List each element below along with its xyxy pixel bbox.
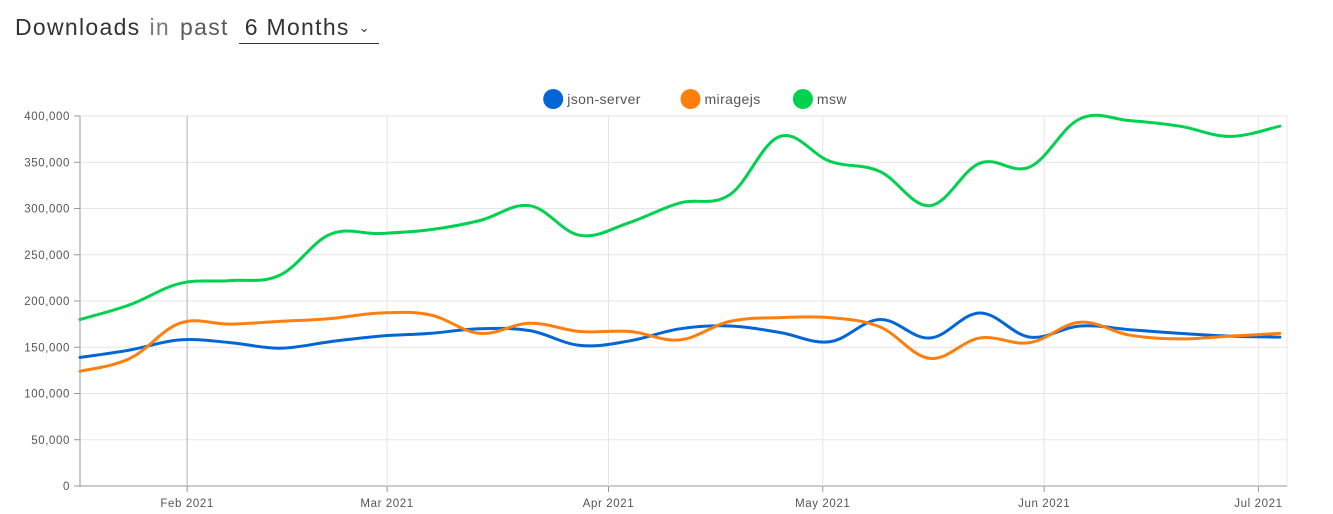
chart-series-lines [78, 113, 1282, 373]
legend-label-miragejs[interactable]: miragejs [705, 91, 761, 107]
y-tick-label: 100,000 [24, 389, 70, 401]
legend-label-json-server[interactable]: json-server [566, 91, 641, 107]
y-tick-label: 150,000 [24, 342, 70, 354]
time-range-value: 6 Months [244, 14, 350, 40]
downloads-title: Downloads [15, 14, 141, 40]
x-tick-label: Jul 2021 [1234, 498, 1282, 510]
chevron-down-icon: ⌄ [358, 20, 371, 35]
series-line-miragejs [78, 310, 1282, 373]
y-tick-label: 300,000 [24, 204, 70, 216]
legend-swatch-miragejs[interactable] [680, 89, 701, 109]
x-tick-label: May 2021 [795, 498, 850, 510]
y-tick-label: 50,000 [31, 435, 70, 447]
y-tick-label: 250,000 [24, 250, 70, 262]
downloads-header: Downloads in past 6 Months ⌄ [15, 14, 379, 50]
y-tick-label: 200,000 [24, 296, 70, 308]
y-tick-label: 350,000 [24, 157, 70, 169]
x-tick-label: Mar 2021 [360, 498, 413, 510]
x-tick-label: Feb 2021 [160, 498, 213, 510]
chart-legend: json-server miragejs msw [543, 89, 847, 109]
series-line-msw [78, 113, 1282, 321]
y-tick-label: 0 [63, 481, 70, 493]
time-range-select[interactable]: 6 Months ⌄ [238, 14, 379, 44]
legend-swatch-json-server[interactable] [543, 89, 564, 109]
x-tick-label: Apr 2021 [583, 498, 634, 510]
y-axis-ticks: 0 50,000 100,000 150,000 200,000 250,000 300,0… [24, 111, 80, 493]
legend-label-msw[interactable]: msw [817, 91, 847, 107]
y-tick-label: 400,000 [24, 111, 70, 123]
x-axis-ticks: Feb 2021 Mar 2021 Apr 2021 May 2021 Jun 2021… [160, 486, 1282, 510]
x-tick-label: Jun 2021 [1018, 498, 1070, 510]
in-label: in [149, 14, 171, 40]
past-label: past [180, 14, 229, 40]
legend-swatch-msw[interactable] [792, 89, 813, 109]
chart-grid [79, 115, 1288, 487]
series-line-json-server [78, 311, 1282, 359]
